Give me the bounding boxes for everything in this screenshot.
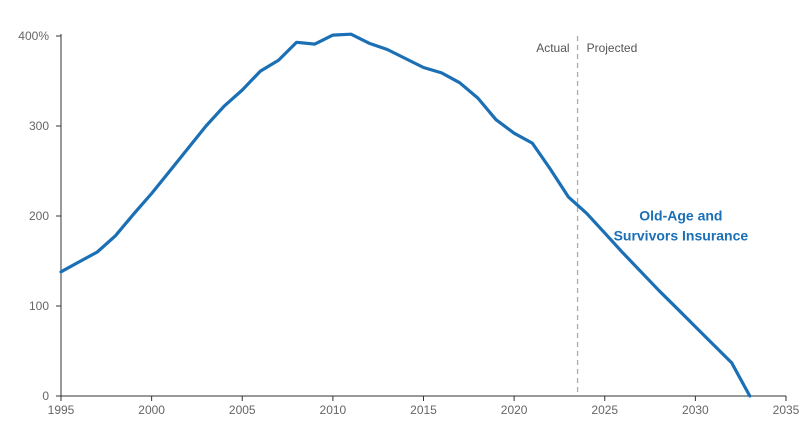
series-label-line: Survivors Insurance bbox=[614, 228, 749, 244]
x-tick-label: 2020 bbox=[501, 403, 528, 417]
series-line bbox=[59, 32, 752, 398]
x-tick-label: 2030 bbox=[682, 403, 709, 417]
y-tick-label: 0 bbox=[42, 389, 49, 403]
series-labels: Old-Age and Survivors Insurance bbox=[614, 208, 749, 244]
actual-label: Actual bbox=[536, 41, 569, 55]
x-tick-label: 1995 bbox=[48, 403, 75, 417]
x-tick-label: 2015 bbox=[410, 403, 437, 417]
x-tick-label: 2025 bbox=[591, 403, 618, 417]
y-tick-label: 200 bbox=[29, 209, 49, 223]
y-tick-label: 400% bbox=[18, 29, 49, 43]
x-tick-label: 2000 bbox=[138, 403, 165, 417]
x-tick-label: 2010 bbox=[320, 403, 347, 417]
y-axis: 0 100 200 300 400% bbox=[18, 29, 62, 403]
x-axis: 1995 2000 2005 2010 2015 2020 2025 2030 2035 bbox=[48, 395, 800, 417]
y-tick-label: 300 bbox=[29, 119, 49, 133]
series-layer bbox=[59, 32, 752, 398]
series-label-line: Old-Age and bbox=[639, 208, 722, 224]
actual-projected-divider: Actual Projected bbox=[536, 36, 637, 396]
x-tick-label: 2035 bbox=[773, 403, 800, 417]
projected-label: Projected bbox=[587, 41, 638, 55]
y-tick-label: 100 bbox=[29, 299, 49, 313]
x-tick-label: 2005 bbox=[229, 403, 256, 417]
